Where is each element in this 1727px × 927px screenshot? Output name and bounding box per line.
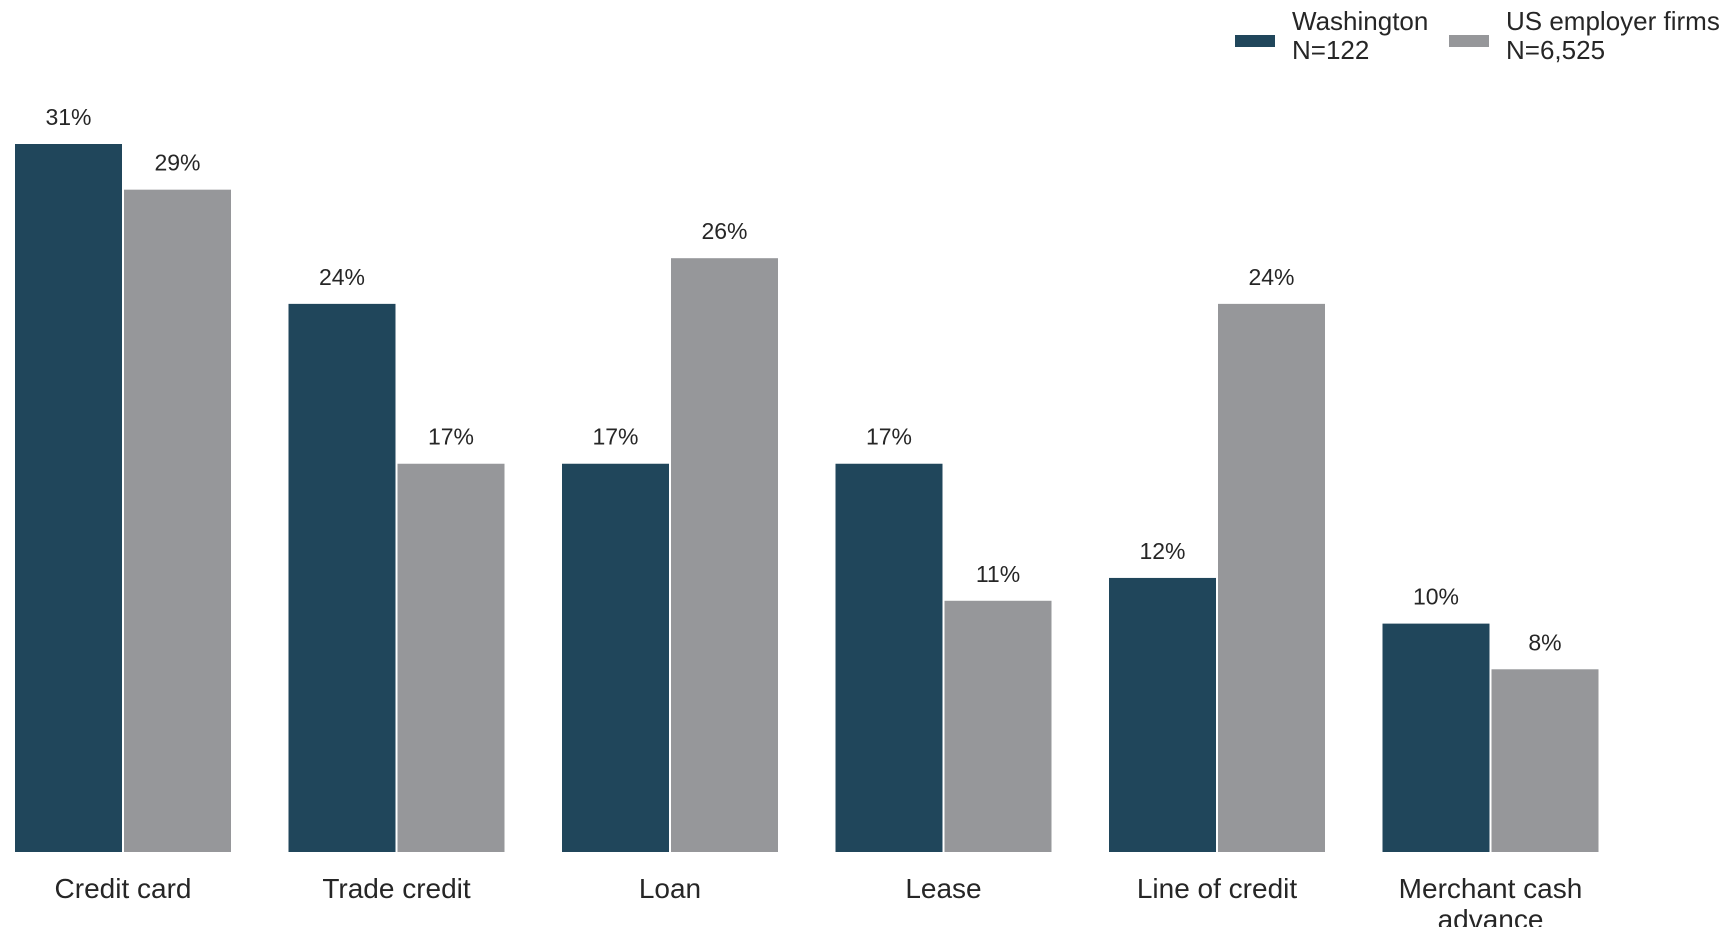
data-label-series-1-cat-4: 24% — [1248, 264, 1294, 290]
category-label-1-line-0: Trade credit — [322, 873, 471, 904]
legend-label-1-line-0: US employer firms — [1506, 6, 1720, 36]
category-axis: Credit card Trade credit Loan Lease Line of … — [55, 873, 1583, 927]
data-label-series-0-cat-2: 17% — [592, 424, 638, 450]
legend-label-0-line-1: N=122 — [1292, 35, 1369, 65]
legend-swatch-0 — [1235, 35, 1275, 47]
bar-series-0-cat-1 — [288, 303, 396, 852]
bar-series-0-cat-0 — [15, 144, 122, 852]
category-label-5-line-0: Merchant cash — [1399, 873, 1583, 904]
category-label-2-line-0: Loan — [639, 873, 701, 904]
bar-series-1-cat-1 — [397, 463, 505, 852]
bar-series-0-cat-5 — [1382, 623, 1490, 852]
data-label-series-1-cat-2: 26% — [701, 218, 747, 244]
data-label-series-0-cat-0: 31% — [45, 104, 91, 130]
data-label-series-0-cat-5: 10% — [1413, 584, 1459, 610]
bar-series-1-cat-2 — [671, 258, 778, 852]
data-label-series-1-cat-5: 8% — [1528, 629, 1561, 655]
data-label-series-0-cat-4: 12% — [1139, 538, 1185, 564]
bar-area: 31% 29% 24% 17% 17% 26% 17% 11% 12% 24% 10% 8% — [15, 104, 1599, 852]
data-label-series-0-cat-1: 24% — [319, 264, 365, 290]
data-label-series-1-cat-1: 17% — [428, 424, 474, 450]
bar-series-1-cat-5 — [1491, 669, 1599, 852]
bar-series-0-cat-2 — [562, 463, 669, 852]
bar-series-1-cat-0 — [124, 189, 231, 852]
bar-series-0-cat-3 — [835, 463, 943, 852]
legend-label-0-line-0: Washington — [1292, 6, 1428, 36]
category-label-3-line-0: Lease — [905, 873, 981, 904]
legend-swatch-1 — [1449, 35, 1489, 47]
category-label-4-line-0: Line of credit — [1137, 873, 1298, 904]
category-label-5-line-1: advance — [1438, 904, 1544, 927]
bar-series-1-cat-4 — [1218, 303, 1325, 852]
bar-series-1-cat-3 — [944, 600, 1052, 852]
data-label-series-0-cat-3: 17% — [866, 424, 912, 450]
bar-series-0-cat-4 — [1109, 577, 1216, 852]
legend-label-1-line-1: N=6,525 — [1506, 35, 1605, 65]
data-label-series-1-cat-3: 11% — [976, 561, 1020, 587]
data-label-series-1-cat-0: 29% — [154, 150, 200, 176]
category-label-0-line-0: Credit card — [55, 873, 192, 904]
